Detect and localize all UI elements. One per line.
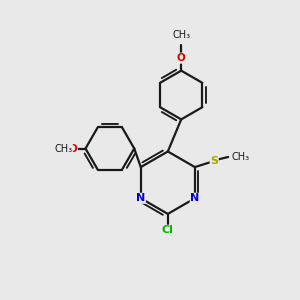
Text: CH₃: CH₃ (231, 152, 249, 162)
Text: N: N (190, 193, 200, 203)
Text: O: O (177, 53, 186, 63)
Text: N: N (136, 193, 146, 203)
Text: CH₃: CH₃ (172, 30, 190, 40)
Text: CH₃: CH₃ (55, 143, 73, 154)
Text: S: S (210, 156, 218, 166)
Text: O: O (69, 143, 77, 154)
Text: Cl: Cl (162, 225, 174, 235)
